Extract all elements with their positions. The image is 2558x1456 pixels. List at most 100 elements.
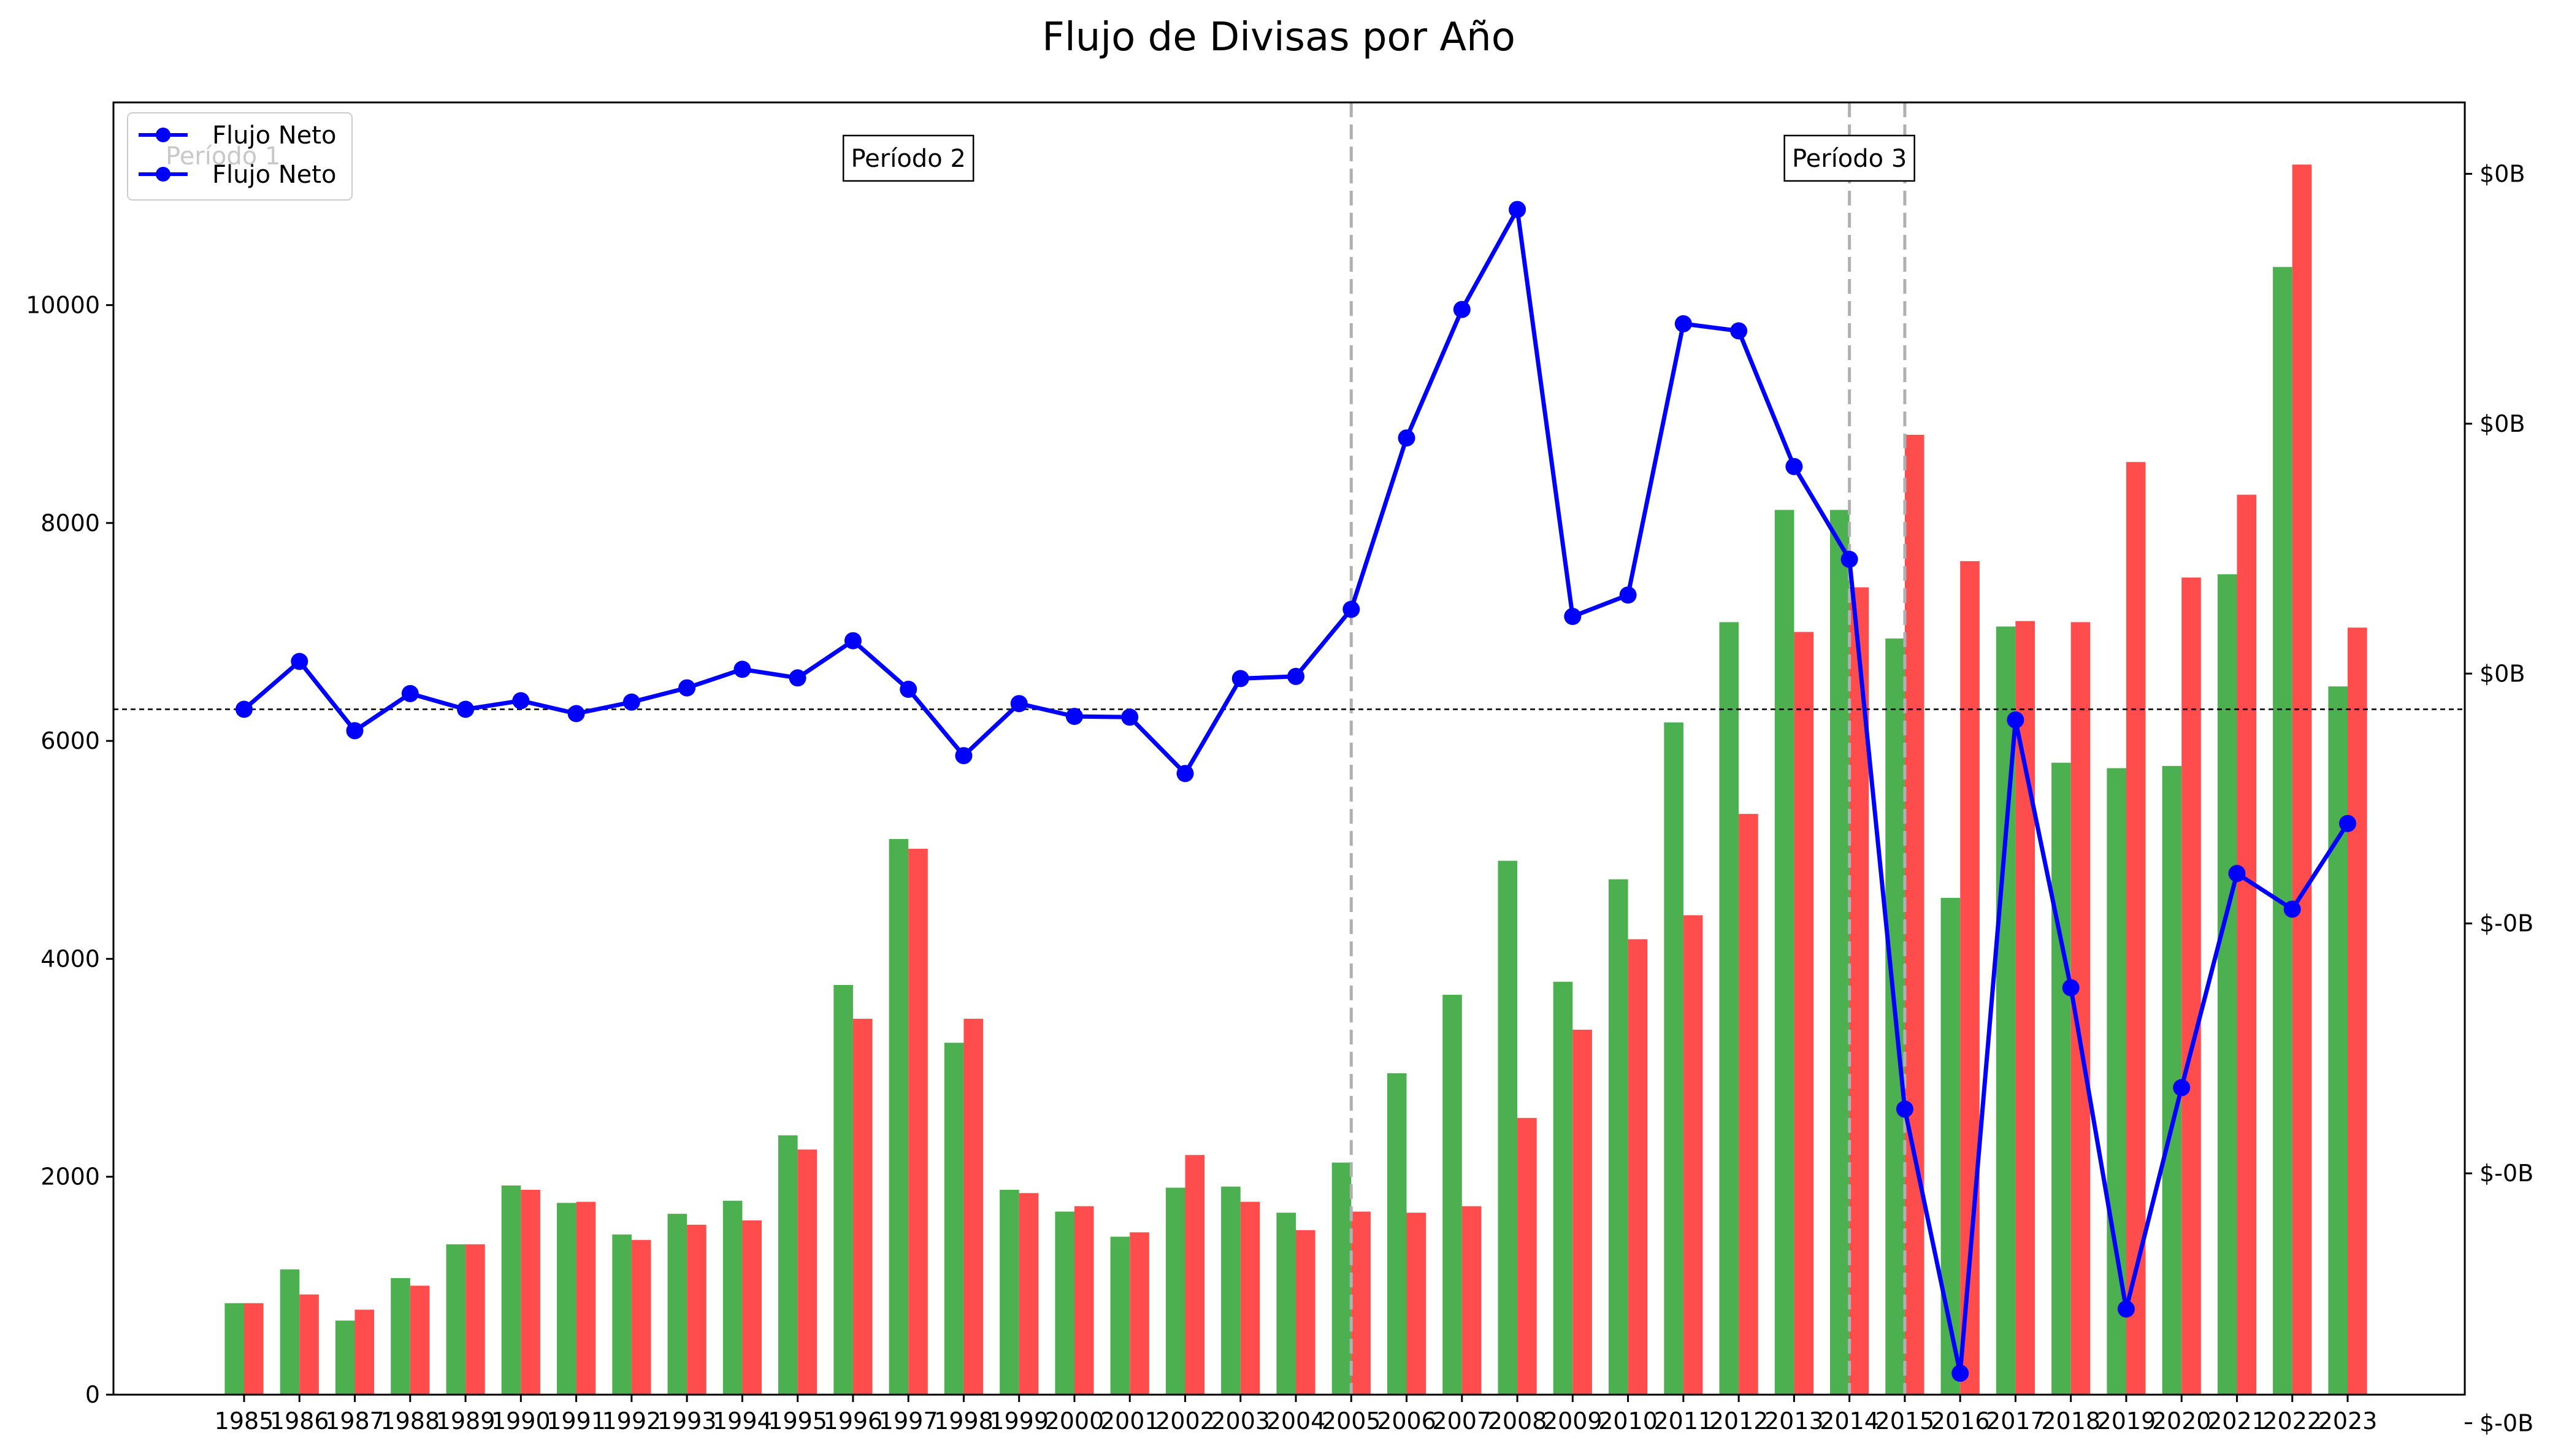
bar-series-1-2023 xyxy=(2328,686,2348,1395)
bar-series-1-2009 xyxy=(1553,981,1573,1395)
bar-series-2-1994 xyxy=(742,1220,762,1395)
net-flow-point-2018 xyxy=(2062,979,2080,997)
net-flow-point-1997 xyxy=(900,680,917,698)
bar-series-1-1999 xyxy=(1000,1190,1019,1395)
bar-series-1-1998 xyxy=(944,1043,964,1395)
chart-title: Flujo de Divisas por Año xyxy=(1042,15,1515,60)
bar-series-2-2011 xyxy=(1683,915,1703,1395)
bar-series-1-1996 xyxy=(833,985,853,1395)
bar-series-1-2021 xyxy=(2217,574,2237,1395)
x-tick-label-2011: 2011 xyxy=(1653,1408,1713,1435)
left-tick-label-0: 0 xyxy=(85,1381,100,1408)
x-tick-label-2013: 2013 xyxy=(1764,1408,1824,1435)
x-tick-label-2001: 2001 xyxy=(1100,1408,1160,1435)
bar-series-1-1987 xyxy=(335,1320,355,1395)
bars-layer xyxy=(224,164,2367,1395)
net-flow-point-2023 xyxy=(2339,814,2356,832)
x-tick-label-1993: 1993 xyxy=(657,1408,717,1435)
net-flow-point-1994 xyxy=(733,661,751,678)
bar-series-2-2007 xyxy=(1461,1206,1482,1395)
legend-marker-2 xyxy=(156,167,170,182)
net-flow-point-2015 xyxy=(1896,1100,1913,1118)
period-labels: Período 2 Período 3 xyxy=(842,134,1915,182)
bar-series-2-1996 xyxy=(852,1019,873,1395)
x-tick-label-2010: 2010 xyxy=(1598,1408,1658,1435)
net-flow-point-2021 xyxy=(2228,865,2246,883)
bar-series-1-2018 xyxy=(2051,762,2071,1395)
x-tick-label-2006: 2006 xyxy=(1377,1408,1436,1435)
net-flow-point-2001 xyxy=(1121,708,1139,726)
x-tick-label-1985: 1985 xyxy=(215,1408,274,1435)
x-tick-label-2021: 2021 xyxy=(2207,1408,2267,1435)
bar-series-1-2004 xyxy=(1276,1213,1296,1395)
right-tick-label-1: $-0B xyxy=(2479,1160,2533,1187)
bar-series-1-2006 xyxy=(1387,1073,1407,1395)
x-tick-label-1992: 1992 xyxy=(602,1408,661,1435)
net-flow-point-1995 xyxy=(789,669,806,687)
x-tick-label-1987: 1987 xyxy=(325,1408,385,1435)
bar-series-1-2013 xyxy=(1774,510,1794,1395)
net-flow-point-1987 xyxy=(346,722,364,740)
bar-series-2-2006 xyxy=(1406,1213,1426,1395)
bar-series-1-1994 xyxy=(722,1200,743,1395)
plot-frame xyxy=(112,101,2466,1396)
x-tick-label-2017: 2017 xyxy=(1986,1408,2045,1435)
bar-series-1-1995 xyxy=(778,1135,798,1395)
bar-series-2-1992 xyxy=(631,1240,651,1395)
x-axis: 1985198619871988198919901991199219931994… xyxy=(215,1395,2377,1435)
bar-series-2-2010 xyxy=(1628,939,1648,1395)
x-tick-label-1989: 1989 xyxy=(436,1408,496,1435)
period-label-3: Período 3 xyxy=(1792,145,1907,173)
net-flow-point-2010 xyxy=(1619,586,1637,604)
bar-series-1-2008 xyxy=(1498,860,1518,1395)
bar-series-1-2000 xyxy=(1055,1211,1074,1395)
period-boundaries xyxy=(1349,102,1907,1395)
x-tick-label-2005: 2005 xyxy=(1322,1408,1381,1435)
bar-series-2-1986 xyxy=(299,1294,319,1395)
left-tick-label-2000: 2000 xyxy=(40,1163,100,1190)
bar-series-2-2005 xyxy=(1351,1211,1371,1395)
right-y-axis: $-0B $-0B $-0B $0B $0B $0B xyxy=(2465,160,2533,1437)
bar-series-1-2003 xyxy=(1221,1186,1241,1395)
bar-series-2-1987 xyxy=(354,1309,375,1395)
bar-series-2-2019 xyxy=(2126,462,2146,1395)
x-tick-label-2008: 2008 xyxy=(1488,1408,1547,1435)
x-tick-label-2000: 2000 xyxy=(1045,1408,1105,1435)
bar-series-1-1990 xyxy=(501,1185,521,1395)
bar-series-2-1995 xyxy=(797,1149,818,1395)
net-flow-point-2007 xyxy=(1453,301,1471,318)
period-label-2: Período 2 xyxy=(851,145,965,173)
bar-series-2-2004 xyxy=(1296,1230,1315,1395)
x-tick-label-2016: 2016 xyxy=(1931,1408,1990,1435)
net-flow-point-1996 xyxy=(844,632,862,649)
bar-series-1-2007 xyxy=(1442,995,1462,1395)
net-flow-point-2000 xyxy=(1065,708,1083,726)
bar-series-1-2012 xyxy=(1719,622,1739,1395)
bar-series-2-1988 xyxy=(410,1285,430,1395)
net-flow-point-2012 xyxy=(1730,322,1748,340)
bar-series-1-1992 xyxy=(612,1234,632,1395)
net-flow-point-2019 xyxy=(2117,1300,2135,1318)
net-flow-point-2009 xyxy=(1564,608,1582,626)
x-tick-label-1988: 1988 xyxy=(380,1408,440,1435)
x-tick-label-1991: 1991 xyxy=(546,1408,606,1435)
net-flow-point-1998 xyxy=(955,747,973,765)
left-tick-label-6000: 6000 xyxy=(40,727,100,754)
bar-series-2-1997 xyxy=(908,848,928,1395)
net-flow-point-2020 xyxy=(2173,1079,2191,1097)
net-flow-point-2013 xyxy=(1785,458,1803,475)
bar-series-1-2014 xyxy=(1830,510,1850,1395)
bar-series-2-2013 xyxy=(1794,632,1813,1395)
net-flow-point-1993 xyxy=(678,679,696,697)
bar-series-2-1990 xyxy=(521,1190,540,1395)
net-flow-point-2004 xyxy=(1287,667,1304,685)
net-flow-point-1992 xyxy=(622,693,640,711)
net-flow-point-2002 xyxy=(1176,765,1194,783)
bar-series-2-2009 xyxy=(1572,1029,1592,1395)
net-flow-line-layer xyxy=(236,201,2356,1382)
net-flow-point-1988 xyxy=(401,684,419,702)
x-tick-label-2018: 2018 xyxy=(2041,1408,2100,1435)
x-tick-label-1990: 1990 xyxy=(491,1408,551,1435)
x-tick-label-1999: 1999 xyxy=(989,1408,1049,1435)
